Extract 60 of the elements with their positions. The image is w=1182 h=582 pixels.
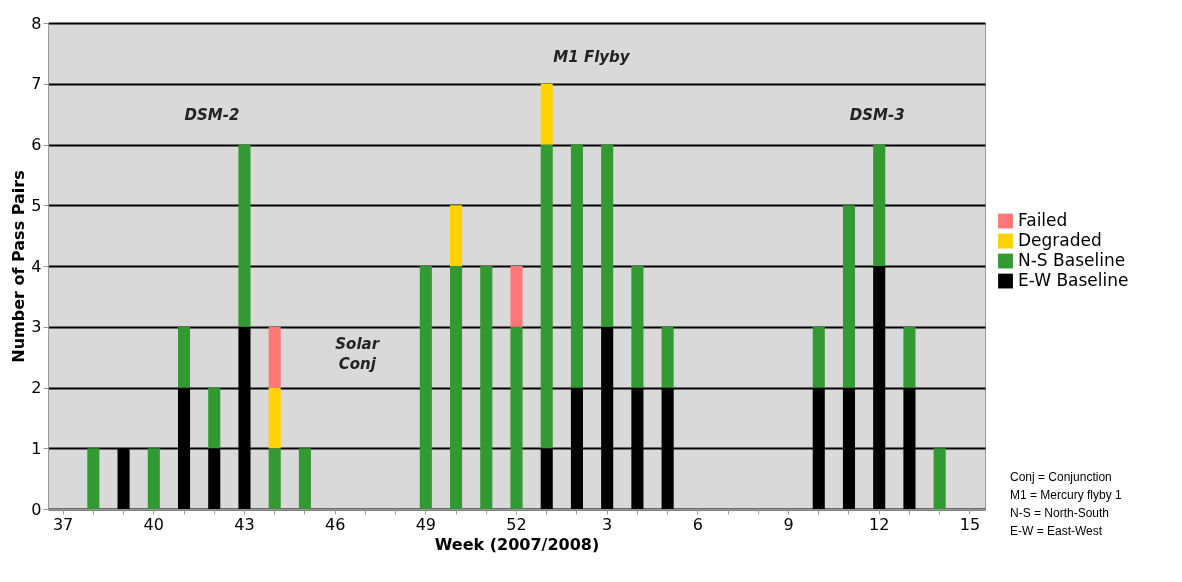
bar	[510, 266, 523, 327]
x-tick-label: 40	[143, 514, 164, 534]
annotation: M1 Flyby	[553, 48, 631, 67]
x-tick-label: 12	[869, 514, 890, 534]
legend-label: N-S Baseline	[1018, 250, 1126, 271]
bar	[933, 448, 946, 509]
bar	[450, 205, 463, 266]
bar	[480, 266, 493, 509]
text: M1 = Mercury flyby 1	[1010, 488, 1123, 502]
annotation: DSM-2	[184, 106, 240, 125]
legend-label: E-W Baseline	[1018, 270, 1129, 291]
bar	[268, 326, 281, 388]
y-tick-label: 2	[31, 378, 42, 397]
x-tick-label: 37	[52, 514, 74, 534]
bar	[298, 448, 311, 509]
text: N-S = North-South	[1010, 506, 1110, 520]
y-tick-label: 0	[31, 499, 42, 519]
bar	[661, 326, 674, 388]
legend-label: Degraded	[1018, 230, 1102, 251]
bar	[570, 144, 583, 388]
bar	[540, 83, 553, 145]
legend-label: Failed	[1018, 210, 1068, 231]
bar	[510, 326, 523, 509]
annotation: DSM-3	[849, 106, 905, 125]
bar	[903, 326, 916, 388]
y-tick-label: 8	[31, 13, 42, 33]
x-axis-title: Week (2007/2008)	[434, 534, 600, 554]
y-tick-label: 3	[31, 317, 42, 337]
x-tick-label: 3	[602, 514, 613, 534]
y-axis-title: Number of Pass Pairs	[9, 170, 29, 363]
x-tick-label: 52	[506, 514, 527, 534]
bar	[268, 448, 281, 509]
bar	[631, 266, 644, 388]
x-tick-label: 9	[783, 514, 794, 534]
bar	[87, 448, 100, 509]
text: Conj = Conjunction	[1010, 470, 1112, 484]
x-tick-label: 43	[234, 514, 255, 534]
annotation: Solar Conj	[335, 334, 381, 373]
bar	[268, 387, 281, 449]
bar	[419, 266, 432, 509]
bar	[812, 326, 825, 388]
bar	[540, 144, 553, 449]
x-tick-label: 15	[959, 514, 981, 534]
y-tick-label: 4	[31, 256, 42, 276]
y-tick-label: 1	[31, 438, 42, 458]
x-tick-label: 6	[692, 514, 703, 534]
bar	[601, 144, 614, 327]
y-tick-label: 6	[31, 135, 42, 154]
bar	[238, 144, 251, 327]
x-tick-label: 49	[415, 514, 436, 534]
text: E-W = East-West	[1010, 524, 1103, 538]
bar	[873, 144, 886, 266]
bar	[208, 387, 221, 449]
y-tick-label: 7	[31, 74, 42, 94]
x-tick-label: 46	[324, 514, 346, 534]
bar	[147, 448, 160, 509]
bar	[450, 266, 463, 509]
bar	[177, 326, 191, 388]
bar	[842, 205, 856, 388]
y-tick-label: 5	[31, 195, 42, 215]
